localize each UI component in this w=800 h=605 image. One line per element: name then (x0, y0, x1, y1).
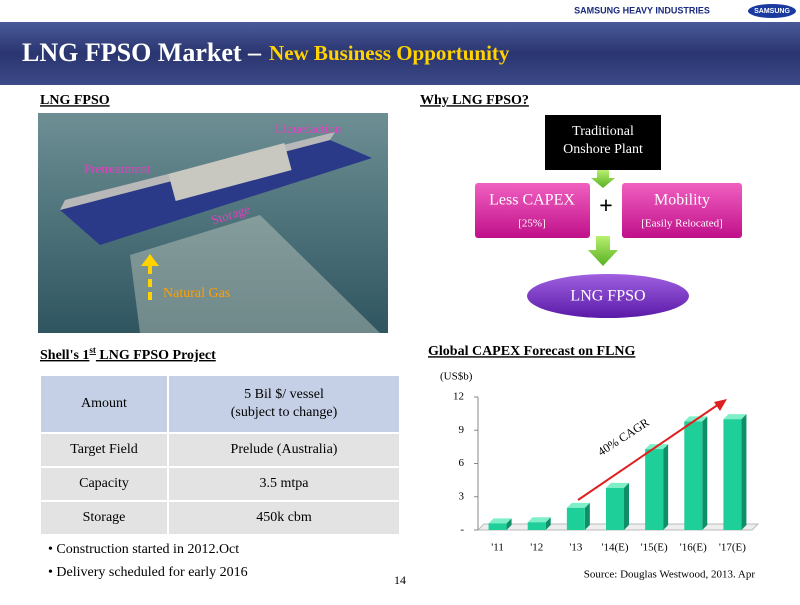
plus: + (599, 194, 613, 220)
plant (168, 142, 292, 202)
bullet: • Delivery scheduled for early 2016 (48, 565, 248, 580)
y-tick-label: 12 (453, 391, 464, 403)
top-box-text: Onshore Plant (563, 142, 643, 157)
heading-part: Shell's 1 (40, 348, 89, 363)
table-row (39, 500, 401, 536)
arrow (591, 170, 615, 188)
bar-side (663, 444, 669, 530)
capex-box (475, 183, 590, 238)
source: Source: Douglas Westwood, 2013. Apr (584, 569, 756, 581)
result-text: LNG FPSO (570, 288, 645, 305)
y-tick-label: - (460, 524, 464, 536)
title-main: LNG FPSO Market – (22, 38, 262, 67)
bar-side (741, 414, 747, 530)
table-row (39, 466, 401, 502)
cell: Amount (81, 396, 127, 411)
y-label: (US$b) (440, 371, 473, 383)
image-label: Natural Gas (163, 286, 230, 301)
x-tick-label: '17(E) (719, 542, 746, 554)
x-tick-label: '12 (530, 542, 543, 554)
x-tick-label: '11 (491, 542, 504, 554)
bar-chart: - 3 6 9 12 '11 '12 '13 '14(E) '15(E) '16(E) '17(E) 4… (453, 391, 760, 554)
x-tick-label: '14(E) (601, 542, 628, 554)
mobility-box (622, 183, 742, 238)
cell: Target Field (70, 442, 138, 457)
result-ellipse (527, 274, 689, 318)
bar-top (527, 517, 551, 523)
table: Amount 5 Bil $/ vessel (subject to change)… (39, 374, 401, 536)
cell: 450k cbm (256, 510, 312, 525)
bar (645, 449, 664, 530)
page-number: 14 (394, 573, 406, 587)
x-tick-label: '16(E) (680, 542, 707, 554)
header-bar (0, 22, 800, 85)
bullet: • Construction started in 2012.Oct (48, 542, 239, 557)
heading-part: LNG FPSO Project (96, 348, 216, 363)
heading-sup: st (89, 345, 96, 355)
y-tick-label: 9 (459, 424, 465, 436)
bar-top (723, 414, 747, 420)
bar (684, 421, 703, 530)
bar-side (506, 518, 512, 530)
title: LNG FPSO Market – New Business Opportunit… (22, 38, 510, 67)
title-sub: New Business Opportunity (269, 41, 510, 65)
annotation: 40% CAGR (595, 415, 652, 459)
bar-side (702, 416, 708, 530)
logo-oval (748, 4, 796, 18)
box-note: [Easily Relocated] (641, 218, 723, 230)
cell: (subject to change) (231, 405, 338, 420)
y-tick-label: 3 (459, 490, 465, 502)
section-heading: Why LNG FPSO? (420, 93, 529, 108)
bar-side (584, 502, 590, 530)
bar-side (545, 517, 551, 530)
bar-top (566, 502, 590, 508)
bar (723, 419, 742, 530)
x-tick-label: '13 (569, 542, 582, 554)
box-note: [25%] (518, 218, 546, 230)
bar-top (488, 518, 512, 524)
bar-top (606, 482, 629, 488)
light-beam (130, 215, 380, 333)
chart-title: Global CAPEX Forecast on FLNG (428, 344, 636, 359)
bar (606, 487, 624, 530)
brand: SAMSUNG HEAVY INDUSTRIES (574, 5, 710, 15)
cell: 3.5 mtpa (260, 476, 310, 491)
bullet-text: Delivery scheduled for early 2016 (56, 565, 247, 580)
ship-hull (60, 140, 372, 245)
image-label: Pretreatment (84, 161, 151, 176)
arrow (588, 236, 618, 266)
box-title: Mobility (654, 192, 710, 209)
box-title: Less CAPEX (489, 192, 575, 209)
cell: Prelude (Australia) (231, 442, 338, 457)
trend-arrow-head (714, 399, 727, 411)
bar (488, 523, 507, 530)
bar (527, 522, 546, 530)
cell: 5 Bil $/ vessel (244, 387, 324, 402)
y-tick-label: 6 (459, 457, 465, 469)
image-label: Liquefaction (275, 121, 342, 136)
bar-side (624, 482, 629, 530)
bar (566, 507, 585, 530)
table-row (39, 374, 401, 434)
gas-arrow-head (141, 254, 159, 266)
top-box-text: Traditional (572, 124, 634, 139)
trend-arrow (577, 401, 723, 501)
section-heading: LNG FPSO (40, 93, 110, 108)
bullet-text: Construction started in 2012.Oct (56, 542, 239, 557)
top-box (545, 115, 661, 170)
cell: Capacity (79, 476, 129, 491)
cell: Storage (83, 510, 126, 525)
logo: SAMSUNG (754, 8, 790, 15)
section-heading: Shell's 1st LNG FPSO Project (40, 345, 216, 363)
x-tick-label: '15(E) (641, 542, 668, 554)
